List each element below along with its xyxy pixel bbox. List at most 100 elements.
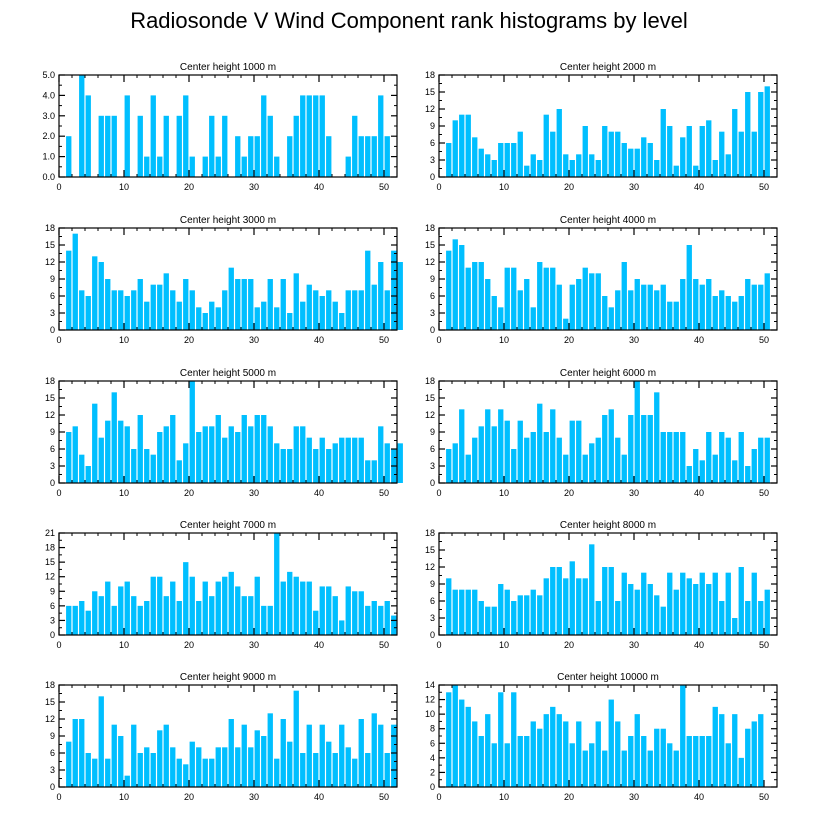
histogram-bar	[202, 156, 208, 177]
panel-title: Center height 10000 m	[557, 672, 659, 683]
histogram-bar	[667, 301, 673, 330]
histogram-bar	[98, 437, 104, 483]
histogram-bar	[261, 415, 267, 483]
histogram-bar	[485, 409, 491, 483]
histogram-bar	[550, 706, 556, 787]
histogram-bar	[452, 589, 458, 635]
histogram-bar	[582, 126, 588, 177]
histogram-bar	[452, 239, 458, 330]
histogram-bar	[300, 581, 306, 635]
histogram-bar	[615, 131, 621, 177]
histogram-bar	[137, 753, 143, 787]
histogram-bar	[397, 262, 403, 330]
histogram-bar	[628, 290, 634, 330]
x-tick-label: 0	[436, 182, 441, 192]
x-tick-label: 0	[56, 335, 61, 345]
histogram-bar	[537, 595, 543, 635]
histogram-bar	[511, 143, 517, 177]
histogram-bar	[248, 747, 254, 787]
histogram-bar	[530, 721, 536, 787]
y-tick-label: 3	[50, 461, 55, 471]
histogram-bar	[196, 601, 202, 635]
histogram-bar	[150, 753, 156, 787]
histogram-bar	[465, 706, 471, 787]
x-tick-label: 40	[694, 182, 704, 192]
histogram-bar	[131, 449, 137, 483]
histogram-bar	[628, 584, 634, 635]
y-tick-label: 6	[430, 291, 435, 301]
histogram-bar	[472, 262, 478, 330]
histogram-bar	[602, 750, 608, 787]
histogram-bar	[485, 714, 491, 787]
histogram-bar	[621, 262, 627, 330]
histogram-bar	[569, 420, 575, 483]
histogram-bar	[498, 584, 504, 635]
x-tick-label: 50	[759, 640, 769, 650]
histogram-bar	[319, 296, 325, 330]
histogram-bar	[235, 586, 241, 635]
histogram-bar	[647, 750, 653, 787]
histogram-bar	[472, 437, 478, 483]
histogram-bar	[157, 156, 163, 177]
histogram-bar	[371, 460, 377, 483]
histogram-bar	[517, 420, 523, 483]
x-tick-label: 30	[629, 792, 639, 802]
y-tick-label: 14	[425, 680, 435, 690]
histogram-bar	[472, 137, 478, 177]
histogram-bar	[228, 719, 234, 787]
histogram-bar	[254, 136, 260, 177]
histogram-bar	[124, 95, 130, 177]
histogram-bar	[556, 437, 562, 483]
histogram-bar	[306, 581, 312, 635]
y-tick-label: 9	[430, 274, 435, 284]
histogram-bar	[751, 721, 757, 787]
histogram-bar	[352, 437, 358, 483]
histogram-bar	[751, 572, 757, 635]
histogram-bar	[582, 750, 588, 787]
x-tick-label: 10	[499, 488, 509, 498]
y-tick-label: 6	[430, 138, 435, 148]
y-tick-label: 9	[50, 427, 55, 437]
histogram-bar	[634, 381, 640, 483]
histogram-bar	[79, 719, 85, 787]
histogram-bar	[699, 736, 705, 787]
y-tick-label: 3	[430, 461, 435, 471]
y-tick-label: 9	[430, 579, 435, 589]
histogram-bar	[712, 572, 718, 635]
histogram-bar	[667, 126, 673, 177]
histogram-bar	[602, 415, 608, 483]
histogram-bar	[706, 736, 712, 787]
histogram-bar	[452, 120, 458, 177]
y-tick-label: 3	[430, 613, 435, 623]
histogram-bar	[300, 426, 306, 483]
histogram-bar	[465, 114, 471, 177]
histogram-bar	[66, 136, 72, 177]
histogram-bar	[345, 747, 351, 787]
histogram-bar	[647, 143, 653, 177]
y-tick-label: 12	[425, 257, 435, 267]
histogram-bar	[712, 454, 718, 483]
histogram-bar	[79, 75, 85, 177]
histogram-bar	[732, 301, 738, 330]
histogram-bar	[725, 572, 731, 635]
histogram-bar	[352, 115, 358, 177]
histogram-bar	[254, 730, 260, 787]
histogram-bar	[202, 313, 208, 330]
histogram-bar	[358, 290, 364, 330]
histogram-bar	[300, 753, 306, 787]
histogram-bar	[459, 409, 465, 483]
x-tick-label: 10	[119, 640, 129, 650]
x-tick-label: 40	[314, 335, 324, 345]
histogram-bar	[673, 750, 679, 787]
histogram-panel: 0 10 20 30 40 50 0 3 6 9 12 15 18 Center height 3000 …	[45, 215, 403, 345]
histogram-bar	[261, 736, 267, 787]
y-tick-label: 8	[430, 724, 435, 734]
histogram-bar	[595, 721, 601, 787]
histogram-bar	[576, 279, 582, 330]
histogram-bar	[472, 589, 478, 635]
histogram-bar	[118, 736, 124, 787]
x-tick-label: 10	[119, 182, 129, 192]
histogram-bar	[235, 136, 241, 177]
histogram-bar	[157, 576, 163, 635]
panel-title: Center height 8000 m	[560, 520, 656, 531]
